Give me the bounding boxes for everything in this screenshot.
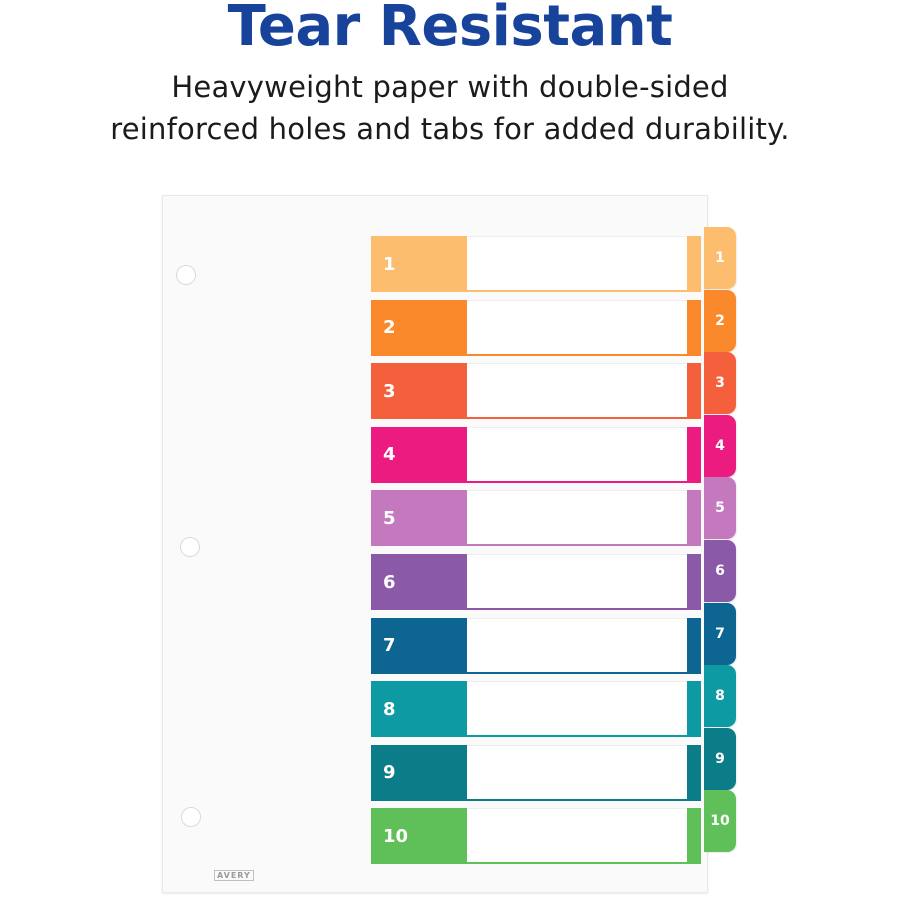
toc-underline bbox=[467, 798, 687, 801]
divider-tab: 5 bbox=[704, 477, 736, 540]
toc-row: 1 bbox=[371, 236, 701, 292]
toc-number-box: 9 bbox=[371, 744, 467, 801]
toc-entry-field bbox=[467, 617, 687, 672]
toc-color-mark bbox=[687, 681, 701, 738]
toc-entry-field bbox=[467, 426, 687, 481]
toc-entry-field bbox=[467, 363, 687, 418]
toc-color-mark bbox=[687, 617, 701, 674]
toc-entry-field bbox=[467, 236, 687, 290]
brand-logo: AVERY bbox=[214, 870, 254, 881]
toc-underline bbox=[467, 544, 687, 547]
toc-number-box: 5 bbox=[371, 490, 467, 547]
toc-row: 10 bbox=[371, 808, 701, 865]
toc-number-box: 2 bbox=[371, 299, 467, 356]
toc-row: 6 bbox=[371, 554, 701, 610]
toc-underline bbox=[467, 417, 687, 420]
toc-row: 7 bbox=[371, 617, 701, 674]
divider-tab: 10 bbox=[704, 790, 736, 853]
reinforced-hole bbox=[176, 265, 196, 285]
toc-row: 2 bbox=[371, 299, 701, 356]
divider-tab: 3 bbox=[704, 352, 736, 415]
toc-color-mark bbox=[687, 426, 701, 483]
toc-row: 9 bbox=[371, 744, 701, 801]
toc-color-mark bbox=[687, 808, 701, 865]
toc-entry-field bbox=[467, 490, 687, 545]
toc-underline bbox=[467, 290, 687, 292]
toc-color-mark bbox=[687, 744, 701, 801]
toc-row: 5 bbox=[371, 490, 701, 547]
reinforced-hole bbox=[181, 807, 201, 827]
toc-color-mark bbox=[687, 490, 701, 547]
reinforced-hole bbox=[180, 537, 200, 557]
toc-underline bbox=[467, 862, 687, 865]
toc-number-box: 7 bbox=[371, 617, 467, 674]
toc-underline bbox=[467, 735, 687, 738]
divider-tab: 7 bbox=[704, 602, 736, 665]
toc-entry-field bbox=[467, 808, 687, 863]
toc-row: 3 bbox=[371, 363, 701, 420]
divider-tab: 6 bbox=[704, 540, 736, 602]
subtext-line-1: Heavyweight paper with double-sided bbox=[171, 70, 729, 104]
toc-number-box: 10 bbox=[371, 808, 467, 865]
toc-underline bbox=[467, 608, 687, 610]
headline: Tear Resistant bbox=[227, 0, 673, 59]
toc-number-box: 1 bbox=[371, 236, 467, 292]
divider-tab: 8 bbox=[704, 665, 736, 728]
divider-tab: 9 bbox=[704, 727, 736, 790]
toc-underline bbox=[467, 480, 687, 483]
toc-entry-field bbox=[467, 554, 687, 608]
divider-tab: 1 bbox=[704, 227, 736, 289]
divider-tab: 2 bbox=[704, 289, 736, 352]
toc-number-box: 3 bbox=[371, 363, 467, 420]
toc-color-mark bbox=[687, 363, 701, 420]
toc-color-mark bbox=[687, 236, 701, 292]
divider-tab: 4 bbox=[704, 414, 736, 477]
toc-number-box: 4 bbox=[371, 426, 467, 483]
subtext-line-2: reinforced holes and tabs for added dura… bbox=[110, 112, 790, 146]
toc-entry-field bbox=[467, 681, 687, 736]
toc-underline bbox=[467, 353, 687, 356]
toc-underline bbox=[467, 671, 687, 674]
toc-number-box: 6 bbox=[371, 554, 467, 610]
toc-entry-field bbox=[467, 299, 687, 354]
toc-row: 4 bbox=[371, 426, 701, 483]
toc-color-mark bbox=[687, 554, 701, 610]
toc-entry-field bbox=[467, 744, 687, 799]
toc-color-mark bbox=[687, 299, 701, 356]
toc-row: 8 bbox=[371, 681, 701, 738]
toc-number-box: 8 bbox=[371, 681, 467, 738]
